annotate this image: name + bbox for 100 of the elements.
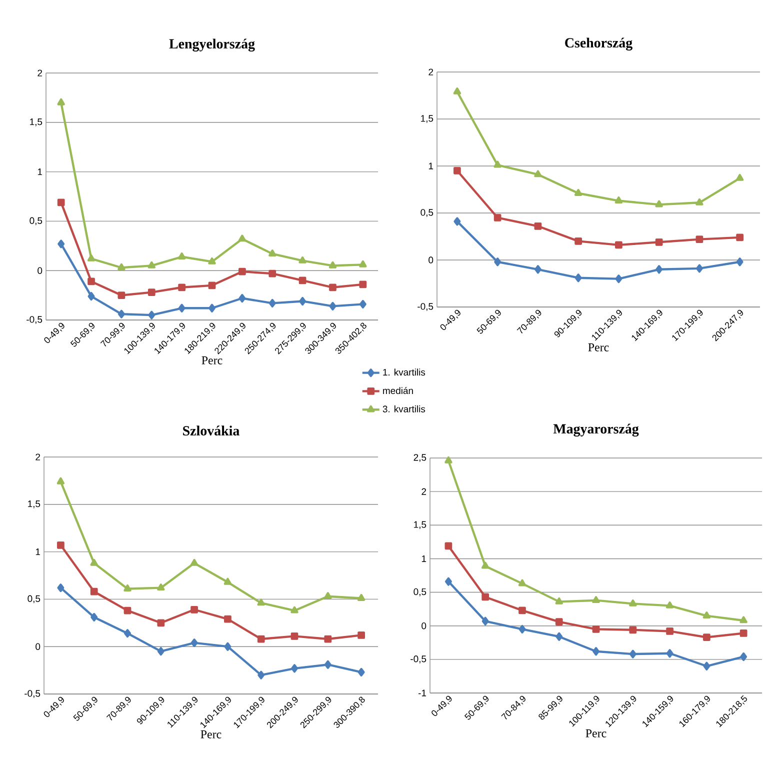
point — [736, 234, 744, 242]
point — [666, 628, 674, 635]
point — [324, 592, 332, 600]
point — [666, 601, 674, 608]
point — [736, 174, 744, 181]
point — [444, 542, 452, 550]
point — [88, 278, 95, 286]
point — [482, 616, 489, 626]
point — [494, 214, 502, 222]
point — [208, 304, 216, 312]
y-tick-label: 0 — [428, 256, 434, 264]
y-tick-label: 2,5 — [414, 454, 426, 462]
point — [268, 270, 276, 278]
point — [656, 265, 663, 274]
point — [518, 624, 526, 634]
point — [702, 612, 711, 618]
point — [257, 635, 265, 643]
point — [328, 261, 337, 268]
y-tick-label: 1 — [38, 168, 42, 176]
point — [290, 632, 298, 640]
point — [696, 264, 703, 273]
point — [238, 234, 246, 242]
point — [208, 282, 216, 290]
y-tick-label: 1 — [428, 162, 434, 170]
point — [268, 250, 276, 256]
point — [148, 310, 156, 320]
point — [740, 630, 748, 637]
point — [655, 238, 663, 246]
point — [238, 294, 246, 303]
x-axis-title: Perc — [200, 730, 222, 738]
point — [359, 280, 367, 288]
legend-label: medián — [383, 386, 413, 394]
point — [574, 274, 582, 282]
point — [90, 588, 98, 596]
point — [703, 662, 710, 670]
point — [329, 284, 336, 292]
point — [329, 302, 336, 310]
y-tick-label: 1,5 — [414, 521, 426, 530]
point — [298, 276, 306, 284]
point — [57, 98, 65, 106]
x-axis-title: Perc — [586, 729, 606, 738]
point — [57, 198, 65, 206]
point — [736, 258, 744, 266]
y-tick-label: 1,5 — [28, 500, 40, 508]
y-tick-label: 0,5 — [414, 588, 426, 596]
point — [299, 296, 306, 306]
point — [238, 268, 246, 276]
point — [148, 288, 156, 296]
point — [444, 577, 452, 586]
point — [534, 222, 542, 230]
point — [178, 252, 186, 260]
point — [290, 606, 298, 614]
point — [359, 260, 367, 268]
point — [178, 304, 186, 312]
point — [696, 198, 704, 206]
y-tick-label: 1 — [422, 555, 426, 562]
point — [298, 256, 306, 264]
point — [534, 170, 542, 178]
point — [592, 626, 600, 633]
y-tick-label: 1 — [36, 548, 40, 556]
chart-title: Magyarország — [553, 424, 639, 437]
point — [118, 310, 125, 318]
point — [148, 261, 156, 268]
point — [208, 257, 216, 264]
point — [90, 558, 98, 566]
y-tick-label: 2 — [38, 70, 42, 76]
point — [178, 284, 186, 292]
point — [453, 87, 462, 94]
point — [224, 578, 232, 585]
point — [444, 456, 452, 464]
point — [357, 594, 366, 601]
point — [481, 562, 490, 569]
y-tick-label: 0 — [38, 267, 42, 274]
point — [124, 606, 132, 614]
point — [124, 629, 131, 638]
chart-title: Lengyelország — [169, 38, 255, 52]
point — [190, 606, 198, 614]
point — [574, 238, 582, 245]
point — [629, 599, 637, 606]
point — [494, 258, 502, 266]
legend-label: 3. kvartilis — [382, 405, 426, 412]
point — [518, 606, 526, 614]
x-axis-title: Perc — [202, 356, 222, 364]
point — [555, 597, 563, 604]
point — [87, 254, 96, 262]
point — [56, 477, 65, 484]
point — [615, 241, 622, 249]
point — [157, 584, 165, 591]
point — [518, 579, 526, 586]
y-tick-label: 0,5 — [30, 217, 42, 226]
point — [190, 558, 198, 566]
point — [324, 635, 332, 643]
point — [224, 615, 232, 623]
point — [258, 670, 265, 680]
y-tick-label: 1,5 — [30, 118, 42, 126]
legend-label: 1. kvartilis — [383, 368, 426, 376]
point — [482, 593, 490, 601]
y-tick-label: 1,5 — [421, 115, 434, 123]
point — [268, 298, 276, 308]
point — [555, 618, 563, 626]
